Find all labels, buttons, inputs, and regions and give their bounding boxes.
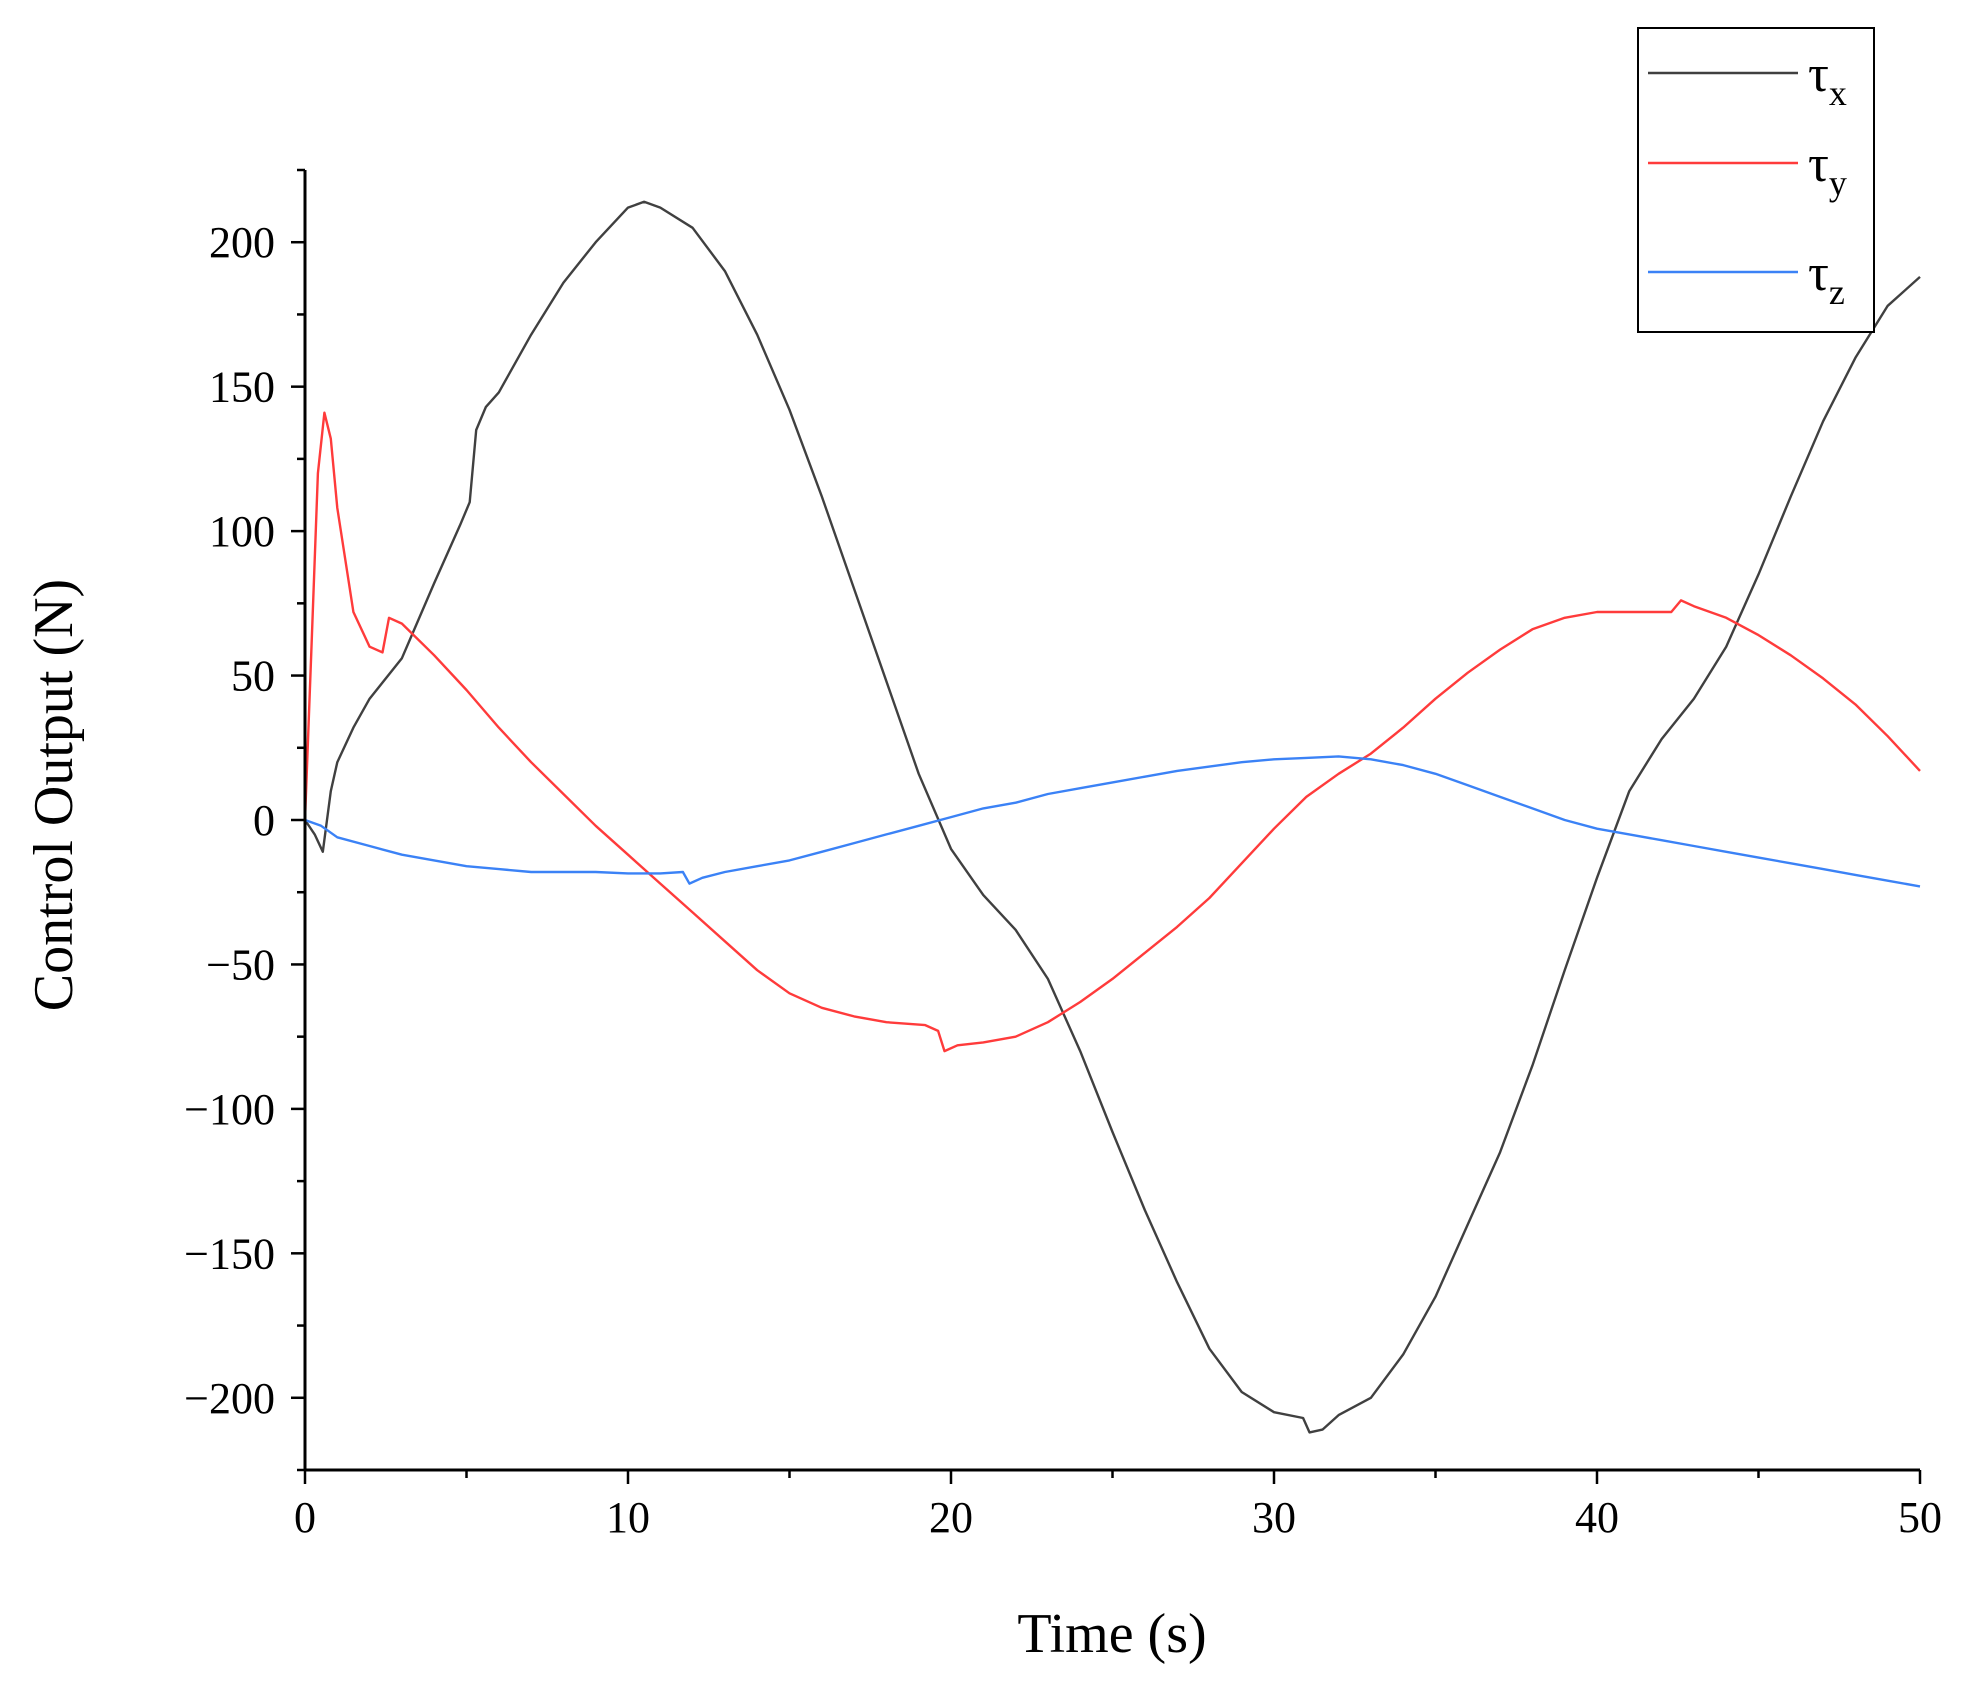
axes: [303, 170, 1920, 1472]
series-line-tau-z: [304, 755, 1921, 888]
x-axis-title: Time (s): [1017, 1603, 1206, 1665]
y-tick-label: −50: [206, 940, 275, 989]
legend-label-tau-x: τx: [1808, 46, 1847, 113]
y-tick-label: −200: [184, 1374, 275, 1423]
series-line-tau-y: [303, 411, 1921, 1053]
legend-label-tau-z: τz: [1808, 245, 1845, 312]
y-tick-label: 0: [253, 796, 275, 845]
series-layer: [303, 200, 1921, 1434]
legend-box: [1637, 27, 1875, 333]
y-tick-label: 200: [209, 218, 275, 267]
x-tick-label: 10: [606, 1493, 650, 1542]
x-tick-label: 30: [1252, 1493, 1296, 1542]
ticks: [291, 168, 1922, 1484]
x-tick-label: 50: [1898, 1493, 1942, 1542]
y-tick-label: 100: [209, 507, 275, 556]
y-tick-label: 50: [231, 652, 275, 701]
y-tick-label: −150: [184, 1229, 275, 1278]
tick-labels: 0 10 20 30 40 50 −200 −150 −100 −50 0 50 100 150 200: [184, 218, 1942, 1542]
legend-label-tau-y: τy: [1808, 136, 1847, 203]
y-tick-label: −100: [184, 1085, 275, 1134]
x-tick-label: 40: [1575, 1493, 1619, 1542]
legend: τx τy τz: [1637, 27, 1875, 333]
x-tick-label: 20: [929, 1493, 973, 1542]
y-tick-label: 150: [209, 363, 275, 412]
x-tick-label: 0: [294, 1493, 316, 1542]
y-axis-title: Control Output (N): [23, 579, 85, 1011]
series-line-tau-x: [304, 200, 1921, 1434]
